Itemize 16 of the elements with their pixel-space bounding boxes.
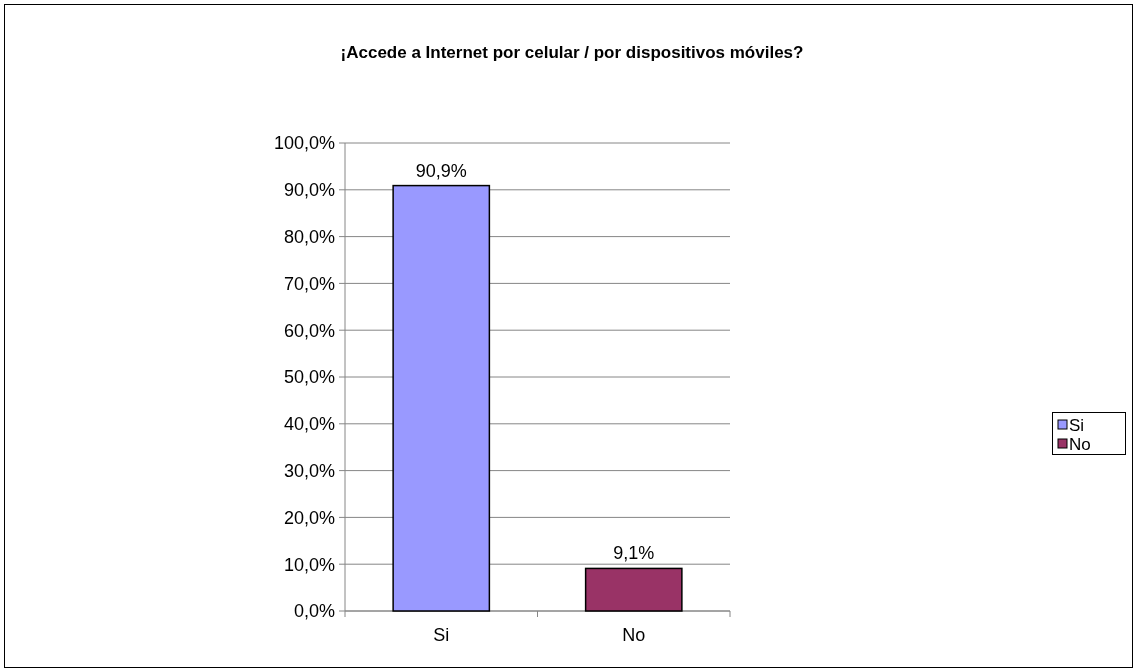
chart-title: ¡Accede a Internet por celular / por dispositivos móviles? [340,43,804,62]
data-label: 9,1% [613,543,655,564]
legend-label: No [1069,434,1091,454]
legend-label: Si [1069,415,1085,435]
data-label: 90,9% [415,160,467,181]
y-tick-label: 20,0% [283,507,335,528]
y-tick-label: 70,0% [283,273,335,294]
y-tick-label: 0,0% [293,601,335,622]
y-tick-label: 100,0% [273,133,335,154]
y-tick-label: 80,0% [283,226,335,247]
y-tick-label: 10,0% [283,554,335,575]
y-tick-label: 50,0% [283,367,335,388]
y-tick-label: 90,0% [283,180,335,201]
y-tick-label: 30,0% [283,460,335,481]
y-tick-label: 40,0% [283,414,335,435]
y-tick-label: 60,0% [283,320,335,341]
